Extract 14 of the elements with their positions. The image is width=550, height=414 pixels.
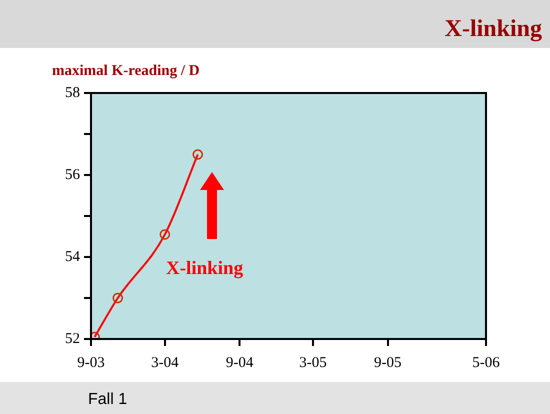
y-tick-label: 58: [65, 84, 80, 101]
annotation: X-linking: [166, 258, 244, 280]
y-tick-label: 56: [65, 166, 80, 183]
chart-title: X-linking: [444, 16, 542, 43]
x-tick-label: 9-03: [77, 354, 105, 371]
x-tick-label: 9-04: [226, 354, 254, 371]
x-tick-label: 3-04: [151, 354, 180, 371]
text: Fall 1: [88, 391, 128, 409]
x-tick-label: 3-05: [299, 354, 327, 371]
x-tick-label: 5-06: [472, 354, 500, 371]
y-tick-label: 52: [65, 330, 80, 347]
y-tick-label: 54: [65, 248, 80, 265]
x-tick-label: 9-05: [374, 354, 402, 371]
y-axis-title: maximal K-reading / D: [52, 63, 200, 80]
